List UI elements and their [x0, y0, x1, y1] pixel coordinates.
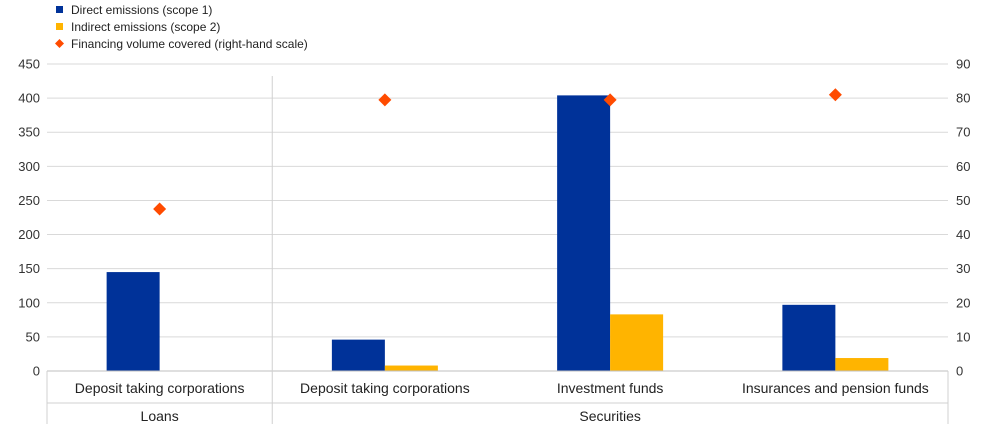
category-label: Insurances and pension funds — [742, 380, 929, 396]
right-tick-label: 0 — [956, 364, 963, 379]
right-tick-label: 10 — [956, 329, 970, 344]
gridlines — [47, 64, 948, 337]
right-tick-label: 90 — [956, 57, 970, 72]
marker — [378, 93, 391, 106]
right-axis-ticks: 0 10 20 30 40 50 60 70 80 90 — [956, 57, 970, 379]
right-tick-label: 60 — [956, 159, 970, 174]
left-tick-label: 300 — [18, 159, 40, 174]
legend: Direct emissions (scope 1) Indirect emiss… — [55, 3, 308, 51]
right-tick-label: 50 — [956, 193, 970, 208]
bar — [782, 305, 835, 371]
legend-label: Financing volume covered (right-hand sca… — [71, 37, 308, 51]
group-labels: Loans Securities — [47, 76, 948, 424]
right-tick-label: 20 — [956, 295, 970, 310]
right-tick-label: 70 — [956, 125, 970, 140]
legend-swatch — [56, 23, 63, 30]
legend-swatch — [55, 39, 64, 48]
left-tick-label: 200 — [18, 227, 40, 242]
marker — [829, 88, 842, 101]
category-labels: Deposit taking corporations Deposit takin… — [75, 380, 929, 396]
group-label: Loans — [141, 408, 179, 424]
left-tick-label: 0 — [33, 364, 40, 379]
category-label: Deposit taking corporations — [300, 380, 470, 396]
marker — [153, 202, 166, 215]
legend-label: Indirect emissions (scope 2) — [71, 20, 220, 34]
legend-label: Direct emissions (scope 1) — [71, 3, 212, 17]
bar — [557, 95, 610, 371]
category-label: Deposit taking corporations — [75, 380, 245, 396]
left-tick-label: 50 — [26, 329, 40, 344]
bar — [332, 340, 385, 371]
category-label: Investment funds — [557, 380, 664, 396]
right-tick-label: 40 — [956, 227, 970, 242]
right-tick-label: 80 — [956, 91, 970, 106]
group-label: Securities — [579, 408, 640, 424]
markers — [153, 88, 842, 215]
right-tick-label: 30 — [956, 261, 970, 276]
left-tick-label: 150 — [18, 261, 40, 276]
bar — [385, 366, 438, 371]
bar — [610, 314, 663, 371]
left-tick-label: 250 — [18, 193, 40, 208]
bar — [835, 358, 888, 371]
left-tick-label: 100 — [18, 295, 40, 310]
left-tick-label: 400 — [18, 91, 40, 106]
left-tick-label: 350 — [18, 125, 40, 140]
left-axis-ticks: 0 50 100 150 200 250 300 350 400 450 — [18, 57, 40, 379]
left-tick-label: 450 — [18, 57, 40, 72]
bar — [107, 272, 160, 371]
legend-swatch — [56, 6, 63, 13]
bars — [107, 95, 889, 371]
